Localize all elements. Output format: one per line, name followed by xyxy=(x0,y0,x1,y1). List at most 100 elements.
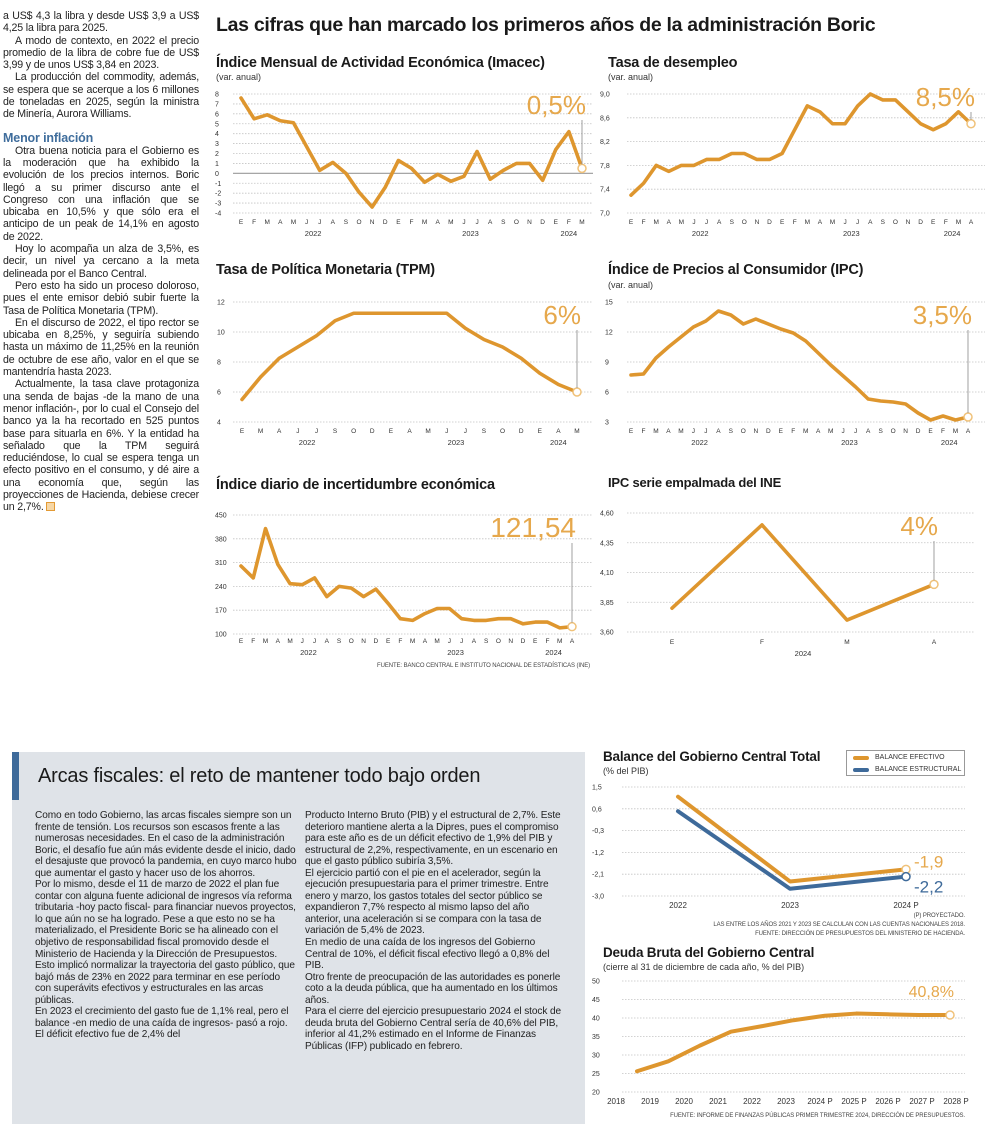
balance-chart: 1,5 0,6 -0,3 -1,2 -2,1 -3,0 2022 2023 2024 P -1,9… xyxy=(592,785,965,910)
end-point-marker xyxy=(567,621,577,632)
x-tick-label: J xyxy=(705,219,708,226)
fiscal-column-1: Como en todo Gobierno, las arcas fiscale… xyxy=(35,810,297,1041)
year-label: 2023 xyxy=(462,229,479,238)
x-tick-label: A xyxy=(932,639,937,646)
fiscal-paragraph: Producto Interno Bruto (PIB) y el estruc… xyxy=(305,810,561,868)
x-tick-label: A xyxy=(966,428,971,435)
x-tick-label: S xyxy=(482,428,487,435)
y-tick-label: 12 xyxy=(605,330,613,337)
ipc-ine-chart: 4,60 4,35 4,10 3,85 3,60 E F M A 2024 4% xyxy=(600,511,975,658)
source-note: FUENTE: INFORME DE FINANZAS PÚBLICAS PRI… xyxy=(670,1113,965,1119)
x-tick-label: M xyxy=(574,428,579,435)
x-tick-label: F xyxy=(252,219,256,226)
year-label: 2024 xyxy=(545,648,562,657)
x-tick-label: J xyxy=(301,638,304,645)
chart-title-imacec: Índice Mensual de Actividad Económica (I… xyxy=(216,55,545,71)
article-paragraph: Pero esto ha sido un proceso doloroso, p… xyxy=(3,279,199,317)
chart-note: FUENTE: DIRECCIÓN DE PRESUPUESTOS DEL MI… xyxy=(755,931,965,937)
x-tick-label: J xyxy=(854,428,857,435)
chart-title-tpm: Tasa de Política Monetaria (TPM) xyxy=(216,262,435,278)
end-point-marker xyxy=(966,119,976,129)
x-tick-label: J xyxy=(315,428,318,435)
x-tick-label: M xyxy=(830,219,835,226)
y-tick-label: 7,0 xyxy=(600,211,610,218)
x-tick-label: F xyxy=(944,219,948,226)
y-tick-label: -1 xyxy=(215,181,221,188)
y-tick-label: 5 xyxy=(215,121,219,128)
x-tick-label: 2023 xyxy=(781,901,799,910)
x-tick-label: S xyxy=(729,428,734,435)
x-tick-label: J xyxy=(842,428,845,435)
y-tick-label: -4 xyxy=(215,211,221,218)
x-tick-label: E xyxy=(533,638,538,645)
x-tick-label: 2028 P xyxy=(943,1097,968,1106)
x-tick-label: O xyxy=(891,428,896,435)
year-label: 2022 xyxy=(305,229,322,238)
year-label: 2024 xyxy=(561,229,578,238)
x-tick-label: N xyxy=(755,219,760,226)
value-callout: 4% xyxy=(900,511,938,541)
chart-title-balance: Balance del Gobierno Central Total xyxy=(603,749,821,764)
legend-item-estructural: BALANCE ESTRUCTURAL xyxy=(847,764,964,775)
series-line xyxy=(239,526,574,630)
chart-subtitle-balance: (% del PIB) xyxy=(603,766,649,776)
series-line xyxy=(670,523,936,622)
x-tick-label: D xyxy=(519,428,524,435)
y-tick-label: 3,60 xyxy=(600,630,614,637)
x-tick-label: E xyxy=(928,428,933,435)
fiscal-paragraph: Para el cierre del ejercicio presupuesta… xyxy=(305,1006,562,1052)
year-label: 2024 xyxy=(795,649,812,658)
x-tick-label: M xyxy=(679,219,684,226)
article-column: a US$ 4,3 la libra y desde US$ 3,9 a US$… xyxy=(3,10,199,514)
x-tick-label: M xyxy=(803,428,808,435)
y-tick-label: 380 xyxy=(215,536,227,543)
fiscal-paragraph: En medio de una caída de los ingresos de… xyxy=(305,937,550,972)
end-point-marker xyxy=(945,1010,955,1020)
x-tick-label: F xyxy=(793,219,797,226)
x-tick-label: A xyxy=(969,219,974,226)
x-tick-label: D xyxy=(540,219,545,226)
x-tick-label: J xyxy=(460,638,463,645)
x-tick-label: E xyxy=(931,219,936,226)
y-tick-label: 240 xyxy=(215,584,227,591)
year-label: 2023 xyxy=(447,648,464,657)
x-tick-label: D xyxy=(521,638,526,645)
x-tick-label: 2022 xyxy=(669,901,687,910)
x-tick-label: J xyxy=(445,428,448,435)
end-point-marker xyxy=(963,412,973,422)
x-tick-label: 2024 P xyxy=(807,1097,832,1106)
x-tick-label: M xyxy=(678,428,683,435)
y-tick-label: -3 xyxy=(215,201,221,208)
x-tick-label: M xyxy=(557,638,562,645)
x-tick-label: 2020 xyxy=(675,1097,693,1106)
x-tick-label: E xyxy=(386,638,391,645)
tpm-chart: 12 10 8 6 4 E M A J J S O D E A M J J S O D E A M 2022 2023 2024 6% xyxy=(217,300,593,447)
x-tick-label: F xyxy=(251,638,255,645)
article-paragraph: A modo de contexto, en 2022 el precio pr… xyxy=(3,34,199,72)
x-tick-label: J xyxy=(843,219,846,226)
x-tick-label: S xyxy=(337,638,342,645)
deuda-chart: 50 45 40 35 30 25 20 2018 2019 2020 2021 2022 2023 20… xyxy=(592,979,969,1107)
x-tick-label: M xyxy=(410,638,415,645)
x-tick-label: O xyxy=(514,219,519,226)
end-point-marker xyxy=(572,387,582,397)
y-tick-label: -2 xyxy=(215,191,221,198)
year-label: 2024 xyxy=(941,438,958,447)
x-tick-label: M xyxy=(434,638,439,645)
fiscal-paragraph: Como en todo Gobierno, las arcas fiscale… xyxy=(35,810,297,879)
y-tick-label: 4,10 xyxy=(600,570,614,577)
x-tick-label: A xyxy=(667,219,672,226)
chart-title-ipc: Índice de Precios al Consumidor (IPC) xyxy=(608,262,864,278)
x-tick-label: N xyxy=(903,428,908,435)
chart-subtitle-imacec: (var. anual) xyxy=(216,72,262,82)
year-label: 2022 xyxy=(300,648,317,657)
x-tick-label: M xyxy=(258,428,263,435)
desempleo-chart: 9,08,68,27,87,47,0E F M A M J J A S O N D E F M A M J J A S O… xyxy=(600,82,985,238)
x-tick-label: F xyxy=(791,428,795,435)
y-tick-label: 3,85 xyxy=(600,600,614,607)
x-tick-label: A xyxy=(331,219,336,226)
value-callout: 3,5% xyxy=(913,300,972,330)
fiscal-column-2: Producto Interno Bruto (PIB) y el estruc… xyxy=(305,810,567,1052)
value-callout: -1,9 xyxy=(914,852,943,871)
